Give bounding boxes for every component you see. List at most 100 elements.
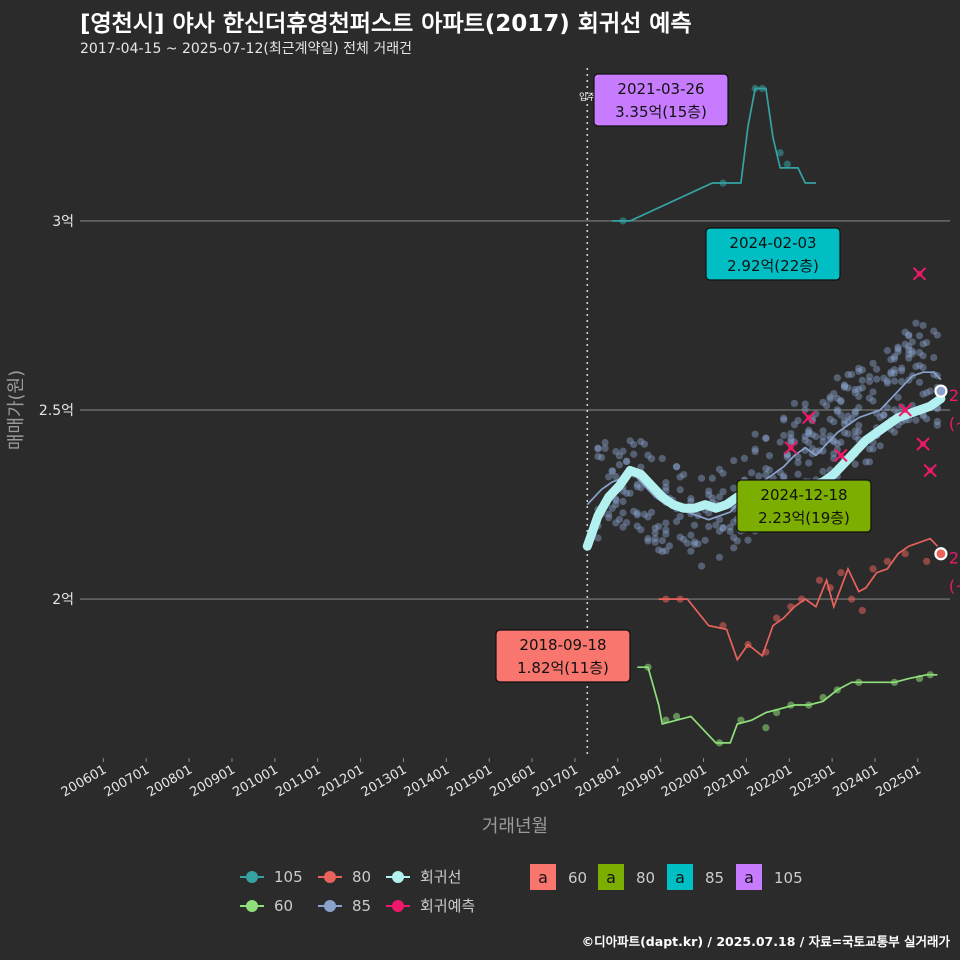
point-85: [630, 440, 638, 449]
point-85: [762, 434, 770, 442]
point-85: [826, 415, 834, 423]
legend-label: 80: [352, 868, 371, 886]
point-85: [915, 378, 924, 386]
point-85: [605, 510, 613, 518]
point-85: [833, 374, 841, 382]
point-85: [890, 377, 899, 385]
point-85: [912, 362, 920, 371]
point-85: [751, 445, 759, 453]
point-85: [662, 526, 670, 534]
point-85: [908, 350, 916, 358]
forecast-point: [805, 414, 812, 421]
point-85: [719, 523, 727, 532]
point-85: [655, 522, 663, 531]
end-marker-80: [934, 547, 948, 561]
legend-box-label: 80: [636, 869, 655, 887]
point-85: [912, 319, 920, 327]
point-85: [919, 363, 927, 372]
point-85: [662, 519, 670, 527]
point-85: [805, 459, 813, 467]
legend-label: 85: [352, 897, 371, 915]
point-85: [715, 553, 724, 561]
point-85: [905, 354, 913, 362]
point-85: [880, 374, 888, 382]
point-85: [844, 430, 852, 438]
point-85: [855, 385, 863, 393]
point-85: [612, 472, 620, 481]
point-85: [876, 413, 884, 421]
point-85: [730, 457, 738, 465]
source-credit: ©디아파트(dapt.kr) / 2025.07.18 / 자료=국토교통부 실…: [581, 934, 950, 949]
point-85: [705, 487, 713, 495]
point-60: [762, 724, 770, 732]
point-85: [851, 385, 859, 394]
point-85: [637, 484, 645, 492]
point-85: [680, 535, 688, 543]
point-85: [597, 453, 606, 462]
point-85: [740, 454, 749, 462]
point-85: [851, 432, 859, 441]
point-85: [898, 364, 906, 372]
point-85: [762, 434, 770, 442]
forecast-point: [837, 452, 844, 459]
point-85: [676, 533, 684, 541]
point-85: [919, 390, 927, 398]
point-85: [780, 416, 788, 424]
point-85: [858, 384, 866, 392]
point-80: [883, 557, 891, 565]
x-tick-label: 200801: [145, 762, 195, 800]
point-85: [865, 458, 874, 466]
point-85: [890, 366, 899, 374]
point-85: [826, 393, 834, 401]
point-85: [701, 536, 709, 544]
point-85: [851, 408, 859, 416]
point-85: [865, 373, 874, 381]
callout-box: [593, 73, 729, 127]
point-85: [919, 340, 927, 348]
legend-dot: [324, 900, 336, 912]
callout-date: 2021-03-26: [617, 80, 704, 98]
point-85: [640, 510, 649, 518]
point-85: [676, 512, 684, 521]
callout-box: [495, 629, 631, 683]
point-85: [605, 514, 613, 522]
point-85: [615, 461, 624, 469]
point-80: [869, 565, 877, 573]
x-tick-label: 200701: [102, 762, 152, 800]
point-85: [690, 538, 699, 546]
point-85: [790, 399, 799, 408]
point-85: [844, 384, 852, 392]
point-85: [651, 538, 659, 546]
point-85: [755, 472, 763, 480]
point-85: [819, 427, 827, 435]
chart-title: [영천시] 야사 한신더휴영천퍼스트 아파트(2017) 회귀선 예측: [80, 11, 692, 37]
point-85: [905, 350, 913, 358]
point-85: [883, 347, 891, 355]
point-85: [848, 370, 856, 379]
point-85: [633, 483, 641, 491]
point-85: [812, 432, 820, 441]
point-85: [662, 483, 670, 491]
series-lines: [582, 87, 946, 744]
legend-label: 회귀선: [420, 868, 461, 886]
point-85: [862, 458, 870, 466]
point-85: [819, 438, 827, 446]
point-85: [658, 547, 666, 556]
point-105: [783, 160, 791, 168]
point-85: [915, 348, 924, 357]
point-85: [712, 521, 720, 529]
point-85: [662, 530, 670, 538]
legend-dot: [246, 871, 258, 883]
point-85: [833, 406, 841, 414]
line-80: [658, 537, 939, 662]
point-85: [905, 332, 913, 340]
point-85: [876, 442, 884, 450]
point-85: [608, 504, 616, 512]
point-85: [912, 416, 920, 424]
point-85: [683, 539, 691, 547]
point-85: [801, 400, 809, 408]
point-85: [715, 465, 724, 473]
point-85: [730, 534, 738, 542]
legend-box-glyph: a: [538, 868, 548, 887]
point-85: [830, 418, 838, 426]
